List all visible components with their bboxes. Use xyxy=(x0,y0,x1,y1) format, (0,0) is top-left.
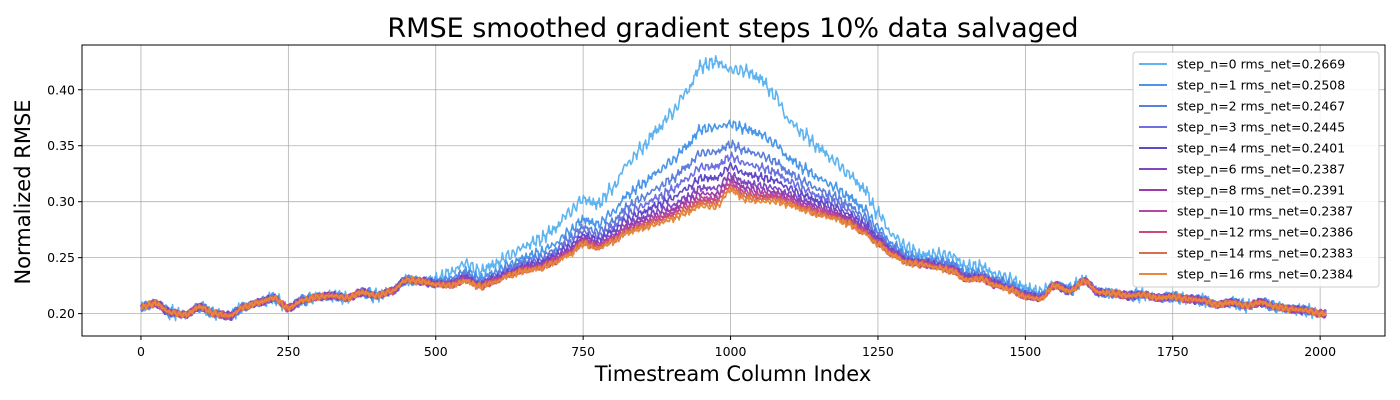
legend-label: step_n=1 rms_net=0.2508 xyxy=(1177,78,1345,93)
y-tick-label: 0.30 xyxy=(47,194,75,209)
y-tick-label: 0.40 xyxy=(47,82,75,97)
series-line xyxy=(140,139,1327,320)
legend-label: step_n=8 rms_net=0.2391 xyxy=(1177,183,1345,198)
y-axis-title: Normalized RMSE xyxy=(11,99,35,284)
series-lines xyxy=(140,54,1327,322)
x-tick-label: 1750 xyxy=(1157,344,1189,359)
legend-label: step_n=3 rms_net=0.2445 xyxy=(1177,120,1345,135)
x-tick-label: 0 xyxy=(137,344,145,359)
x-axis: 0 250 500 750 1000 1250 1500 1750 2000 xyxy=(137,336,1336,359)
legend: step_n=0 rms_net=0.2669 step_n=1 rms_net=… xyxy=(1132,51,1380,288)
y-tick-label: 0.25 xyxy=(47,250,75,265)
x-axis-title: Timestream Column Index xyxy=(594,362,872,386)
chart-title: RMSE smoothed gradient steps 10% data sa… xyxy=(387,13,1078,44)
plot-frame xyxy=(81,44,1386,337)
legend-box xyxy=(1132,51,1380,288)
y-axis: 0.20 0.25 0.30 0.35 0.40 xyxy=(47,82,82,321)
x-tick-label: 250 xyxy=(276,344,300,359)
legend-label: step_n=12 rms_net=0.2386 xyxy=(1177,225,1353,240)
y-tick-label: 0.20 xyxy=(47,306,75,321)
legend-label: step_n=2 rms_net=0.2467 xyxy=(1177,99,1345,114)
x-tick-label: 2000 xyxy=(1304,344,1336,359)
legend-label: step_n=0 rms_net=0.2669 xyxy=(1177,57,1345,72)
legend-label: step_n=4 rms_net=0.2401 xyxy=(1177,141,1345,156)
x-tick-label: 750 xyxy=(571,344,595,359)
x-tick-label: 1000 xyxy=(715,344,747,359)
legend-label: step_n=16 rms_net=0.2384 xyxy=(1177,267,1353,282)
legend-label: step_n=14 rms_net=0.2383 xyxy=(1177,246,1353,261)
x-tick-label: 1250 xyxy=(862,344,894,359)
legend-label: step_n=10 rms_net=0.2387 xyxy=(1177,204,1353,219)
y-tick-label: 0.35 xyxy=(47,138,75,153)
series-line xyxy=(140,185,1327,319)
series-line xyxy=(140,187,1327,319)
legend-label: step_n=6 rms_net=0.2387 xyxy=(1177,162,1345,177)
x-tick-label: 500 xyxy=(424,344,448,359)
x-tick-label: 1500 xyxy=(1009,344,1041,359)
